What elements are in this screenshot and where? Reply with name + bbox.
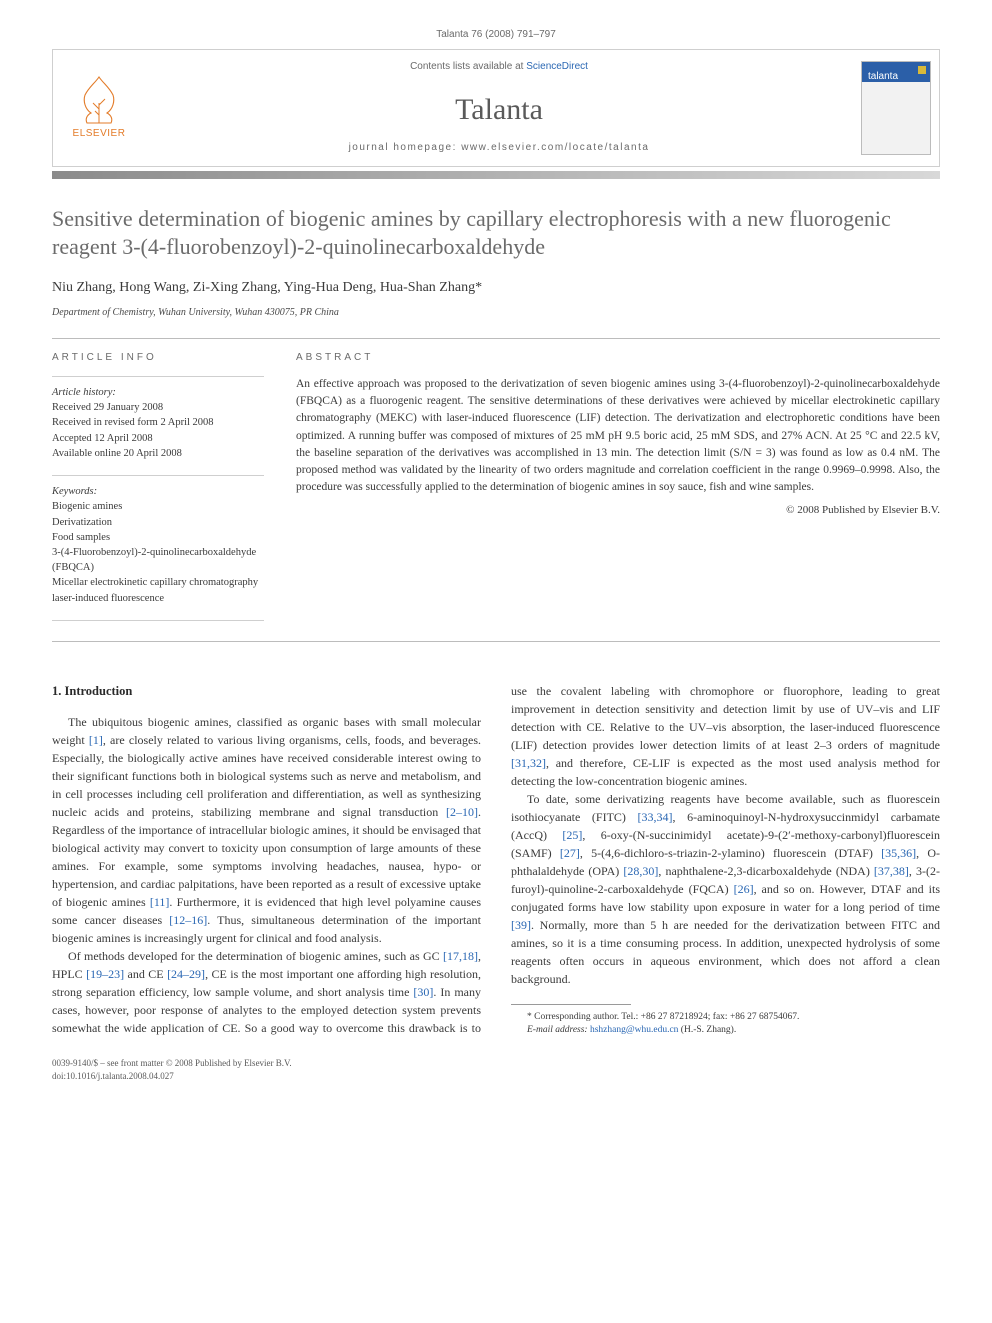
section-heading-introduction: 1. Introduction	[52, 682, 481, 701]
keyword: 3-(4-Fluorobenzoyl)-2-quinolinecarboxald…	[52, 545, 264, 575]
journal-name: Talanta	[455, 88, 543, 132]
citation-link[interactable]: [11]	[150, 895, 170, 909]
email-label: E-mail address:	[527, 1025, 588, 1035]
citation-link[interactable]: [31,32]	[511, 756, 546, 770]
citation-link[interactable]: [37,38]	[874, 864, 909, 878]
abstract-column: ABSTRACT An effective approach was propo…	[296, 351, 940, 628]
body-text: . Regardless of the importance of intrac…	[52, 805, 481, 909]
sciencedirect-link[interactable]: ScienceDirect	[526, 61, 588, 72]
history-revised: Received in revised form 2 April 2008	[52, 415, 264, 430]
citation-link[interactable]: [27]	[560, 846, 580, 860]
citation-link[interactable]: [30]	[413, 985, 433, 999]
author-list: Niu Zhang, Hong Wang, Zi-Xing Zhang, Yin…	[52, 278, 940, 298]
abstract-heading: ABSTRACT	[296, 351, 940, 366]
email-tail: (H.-S. Zhang).	[678, 1025, 736, 1035]
article-history-block: Article history: Received 29 January 200…	[52, 385, 264, 461]
body-text: , and therefore, CE-LIF is expected as t…	[511, 756, 940, 788]
article-title: Sensitive determination of biogenic amin…	[52, 205, 940, 262]
email-footnote: E-mail address: hshzhang@whu.edu.cn (H.-…	[511, 1024, 940, 1037]
footnote-separator	[511, 1004, 631, 1005]
history-online: Available online 20 April 2008	[52, 446, 264, 461]
citation-link[interactable]: [35,36]	[881, 846, 916, 860]
page-footer: 0039-9140/$ – see front matter © 2008 Pu…	[52, 1057, 940, 1082]
citation-link[interactable]: [24–29]	[167, 967, 205, 981]
journal-masthead: ELSEVIER Contents lists available at Sci…	[52, 49, 940, 167]
gradient-divider	[52, 171, 940, 179]
citation-link[interactable]: [17,18]	[443, 949, 478, 963]
keywords-label: Keywords:	[52, 484, 264, 499]
info-divider	[52, 475, 264, 476]
citation-link[interactable]: [1]	[89, 733, 103, 747]
divider	[52, 338, 940, 339]
body-text: , are closely related to various living …	[52, 733, 481, 819]
citation-link[interactable]: [39]	[511, 918, 531, 932]
section-title: Introduction	[65, 684, 133, 698]
article-body: 1. Introduction The ubiquitous biogenic …	[52, 682, 940, 1038]
citation-link[interactable]: [28,30]	[623, 864, 658, 878]
body-text: , 5-(4,6-dichloro-s-triazin-2-ylamino) f…	[580, 846, 881, 860]
keyword: Biogenic amines	[52, 499, 264, 514]
divider	[52, 641, 940, 642]
body-paragraph: The ubiquitous biogenic amines, classifi…	[52, 713, 481, 947]
citation-link[interactable]: [2–10]	[446, 805, 478, 819]
citation-link[interactable]: [12–16]	[169, 913, 207, 927]
history-accepted: Accepted 12 April 2008	[52, 431, 264, 446]
homepage-prefix: journal homepage:	[349, 142, 462, 153]
abstract-text: An effective approach was proposed to th…	[296, 376, 940, 497]
history-label: Article history:	[52, 385, 264, 400]
contents-prefix: Contents lists available at	[410, 61, 526, 72]
section-number: 1.	[52, 684, 61, 698]
citation-link[interactable]: [25]	[562, 828, 582, 842]
email-link[interactable]: hshzhang@whu.edu.cn	[590, 1025, 678, 1035]
affiliation: Department of Chemistry, Wuhan Universit…	[52, 306, 940, 321]
article-info-column: ARTICLE INFO Article history: Received 2…	[52, 351, 264, 628]
keyword: Derivatization	[52, 515, 264, 530]
body-text: Of methods developed for the determinati…	[68, 949, 443, 963]
journal-homepage-line: journal homepage: www.elsevier.com/locat…	[349, 141, 650, 156]
elsevier-tree-icon	[75, 73, 123, 125]
body-text: , naphthalene-2,3-dicarboxaldehyde (NDA)	[658, 864, 874, 878]
keyword: Food samples	[52, 530, 264, 545]
keywords-block: Keywords: Biogenic amines Derivatization…	[52, 484, 264, 606]
info-divider	[52, 376, 264, 377]
cover-label: talanta	[868, 70, 898, 85]
publisher-name: ELSEVIER	[73, 127, 126, 142]
running-header: Talanta 76 (2008) 791–797	[52, 28, 940, 43]
abstract-copyright: © 2008 Published by Elsevier B.V.	[296, 503, 940, 519]
keyword: Micellar electrokinetic capillary chroma…	[52, 575, 264, 605]
article-info-heading: ARTICLE INFO	[52, 351, 264, 366]
citation-link[interactable]: [19–23]	[86, 967, 124, 981]
publisher-logo-block: ELSEVIER	[53, 50, 145, 166]
contents-available-line: Contents lists available at ScienceDirec…	[410, 60, 588, 75]
info-divider	[52, 620, 264, 621]
history-received: Received 29 January 2008	[52, 400, 264, 415]
citation-link[interactable]: [33,34]	[638, 810, 673, 824]
body-paragraph: To date, some derivatizing reagents have…	[511, 790, 940, 988]
footer-front-matter: 0039-9140/$ – see front matter © 2008 Pu…	[52, 1057, 940, 1070]
corresponding-author-footnote: * Corresponding author. Tel.: +86 27 872…	[511, 1011, 940, 1024]
body-text: . Normally, more than 5 h are needed for…	[511, 918, 940, 986]
citation-link[interactable]: [26]	[734, 882, 754, 896]
journal-cover-thumbnail: talanta	[861, 61, 931, 155]
body-text: and CE	[124, 967, 167, 981]
homepage-url[interactable]: www.elsevier.com/locate/talanta	[461, 142, 649, 153]
footer-doi: doi:10.1016/j.talanta.2008.04.027	[52, 1070, 940, 1083]
